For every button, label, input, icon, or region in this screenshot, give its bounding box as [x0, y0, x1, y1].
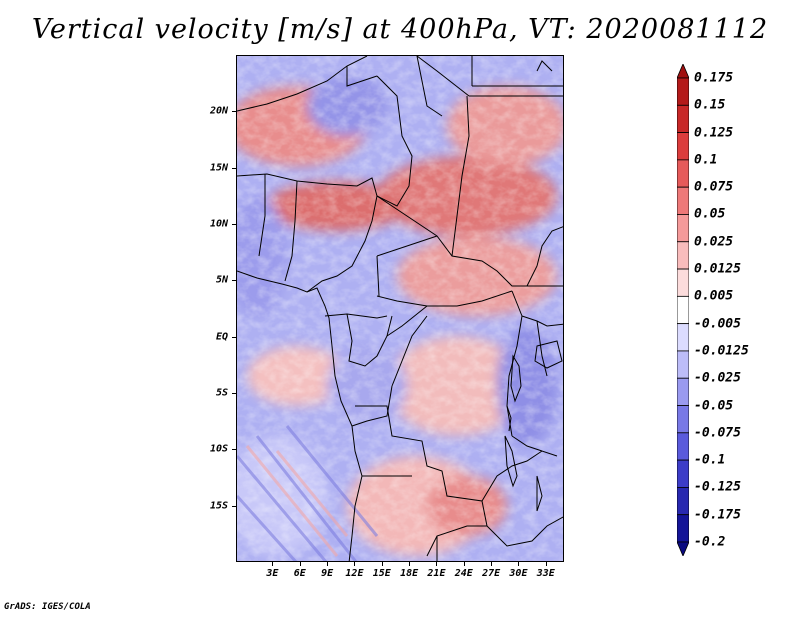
- x-tick: [463, 562, 465, 566]
- y-tick: [232, 280, 236, 282]
- colorbar-label: -0.1: [694, 452, 726, 468]
- colorbar-label: -0.2: [694, 534, 726, 550]
- x-tick-label: 33E: [536, 568, 555, 579]
- y-tick: [232, 224, 236, 225]
- x-tick-label: 27E: [482, 568, 501, 579]
- x-tick-label: 24E: [454, 568, 473, 579]
- country-borders: [237, 56, 563, 561]
- colorbar-segment: [677, 132, 689, 161]
- x-tick: [354, 562, 356, 566]
- x-tick-label: 18E: [400, 568, 419, 579]
- colorbar-label: 0.075: [694, 179, 734, 195]
- x-tick-label: 21E: [427, 568, 446, 579]
- y-tick-label: EQ: [215, 331, 228, 343]
- y-tick-label: 5N: [215, 274, 228, 286]
- x-tick-label: 6E: [293, 568, 306, 579]
- colorbar-segment: [677, 241, 689, 270]
- y-tick: [232, 393, 236, 394]
- colorbar-segment: [677, 405, 689, 434]
- x-tick-label: 30E: [509, 568, 528, 579]
- colorbar-segment: [677, 214, 689, 243]
- y-tick-label: 15N: [209, 162, 228, 174]
- colorbar-top-arrow: [677, 64, 689, 79]
- x-tick: [409, 562, 411, 566]
- x-tick: [381, 562, 383, 566]
- colorbar-segment: [677, 487, 689, 516]
- colorbar-segment: [677, 268, 689, 297]
- colorbar-segment: [677, 77, 689, 106]
- colorbar-segment: [677, 514, 689, 543]
- colorbar-segment: [677, 323, 689, 352]
- x-tick: [436, 562, 438, 566]
- x-tick: [545, 562, 547, 566]
- colorbar-segment: [677, 432, 689, 461]
- y-tick: [232, 336, 236, 338]
- colorbar: [677, 64, 689, 556]
- colorbar-segment: [677, 295, 689, 325]
- colorbar-label: -0.05: [694, 398, 734, 414]
- colorbar-segment: [677, 377, 689, 406]
- chart-title: Vertical velocity [m/s] at 400hPa, VT: 2…: [31, 14, 769, 45]
- colorbar-graphic: [677, 64, 689, 556]
- map-canvas: [237, 56, 563, 561]
- y-tick-label: 5S: [215, 387, 228, 399]
- colorbar-label: 0.1: [694, 152, 718, 168]
- x-tick-label: 15E: [372, 568, 391, 579]
- y-tick-label: 10S: [209, 443, 228, 455]
- colorbar-segment: [677, 159, 689, 188]
- colorbar-label: -0.075: [694, 425, 741, 441]
- x-tick-label: 3E: [266, 568, 279, 579]
- y-tick: [232, 111, 236, 113]
- streak-lines: [237, 425, 379, 561]
- colorbar-label: -0.175: [694, 507, 741, 523]
- colorbar-segment: [677, 186, 689, 215]
- x-tick: [327, 562, 329, 566]
- colorbar-label: -0.125: [694, 479, 741, 495]
- x-tick: [518, 562, 520, 566]
- y-tick: [232, 167, 236, 169]
- colorbar-segment: [677, 350, 689, 379]
- colorbar-label: 0.175: [694, 70, 734, 86]
- colorbar-label: -0.025: [694, 370, 741, 386]
- colorbar-label: 0.0125: [694, 261, 741, 277]
- colorbar-label: -0.005: [694, 316, 741, 332]
- colorbar-segment: [677, 104, 689, 133]
- y-tick: [232, 449, 236, 451]
- x-tick: [272, 562, 274, 566]
- colorbar-label: 0.025: [694, 234, 734, 250]
- y-tick: [232, 505, 236, 507]
- colorbar-segment: [677, 459, 689, 488]
- field-texture: [237, 56, 563, 561]
- colorbar-bottom-arrow: [677, 541, 689, 556]
- colorbar-label: 0.125: [694, 125, 734, 141]
- credit-text: GrADS: IGES/COLA: [4, 602, 91, 612]
- x-tick: [299, 562, 301, 566]
- colorbar-label: 0.05: [694, 206, 726, 222]
- x-tick: [491, 562, 493, 566]
- y-tick-label: 10N: [209, 218, 228, 230]
- colorbar-label: 0.15: [694, 97, 726, 113]
- velocity-map: [236, 55, 564, 562]
- x-tick-label: 9E: [321, 568, 334, 579]
- y-tick-label: 15S: [209, 500, 228, 512]
- y-tick-label: 20N: [209, 105, 228, 117]
- colorbar-label: -0.0125: [694, 343, 749, 359]
- colorbar-label: 0.005: [694, 288, 734, 304]
- x-tick-label: 12E: [345, 568, 364, 579]
